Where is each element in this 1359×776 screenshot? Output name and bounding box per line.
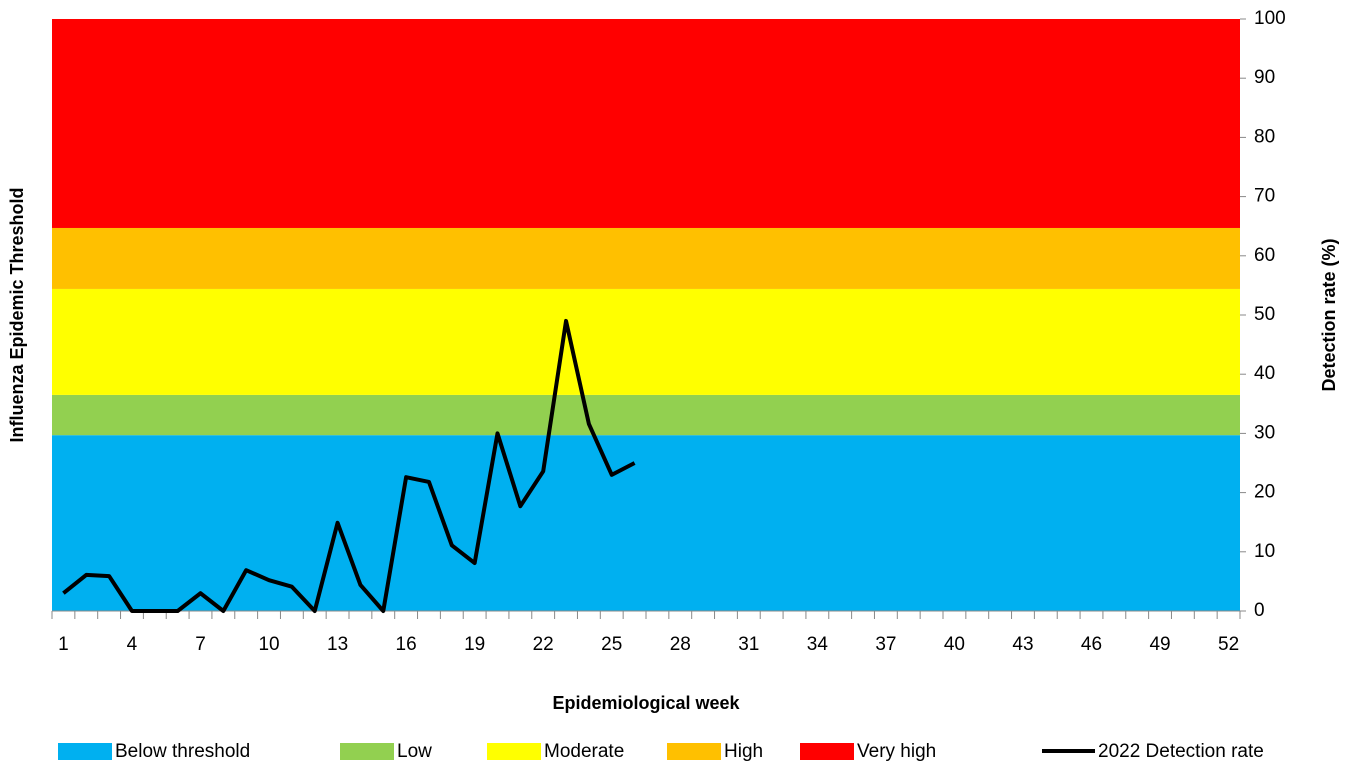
- x-tick-label: 16: [396, 634, 417, 655]
- y-axis-title: Influenza Epidemic Threshold: [7, 187, 27, 442]
- x-tick-label: 40: [944, 634, 965, 655]
- x-tick-label: 1: [58, 634, 69, 655]
- legend-swatch: [667, 743, 721, 760]
- x-tick-label: 37: [875, 634, 896, 655]
- legend-swatch: [487, 743, 541, 760]
- x-axis-title: Epidemiological week: [552, 693, 740, 713]
- y2-tick-label: 50: [1254, 304, 1275, 325]
- x-tick-label: 25: [601, 634, 622, 655]
- x-tick-label: 10: [258, 634, 279, 655]
- y2-tick-label: 100: [1254, 8, 1286, 29]
- y2-tick-label: 60: [1254, 245, 1275, 266]
- legend-label: 2022 Detection rate: [1098, 741, 1264, 762]
- y2-tick-label: 10: [1254, 541, 1275, 562]
- y2-tick-label: 90: [1254, 67, 1275, 88]
- x-tick-label: 52: [1218, 634, 1239, 655]
- threshold-band: [52, 19, 1240, 228]
- legend-label: Very high: [857, 741, 936, 762]
- y2-axis-title: Detection rate (%): [1319, 238, 1339, 391]
- x-tick-label: 46: [1081, 634, 1102, 655]
- legend-swatch: [58, 743, 112, 760]
- legend-label: Low: [397, 741, 432, 762]
- x-tick-label: 7: [195, 634, 206, 655]
- y2-tick-label: 0: [1254, 600, 1265, 621]
- x-tick-label: 34: [807, 634, 829, 655]
- x-tick-label: 28: [670, 634, 691, 655]
- y2-tick-label: 80: [1254, 126, 1275, 147]
- y2-tick-label: 70: [1254, 186, 1275, 207]
- threshold-band: [52, 394, 1240, 436]
- legend-swatch: [800, 743, 854, 760]
- threshold-band: [52, 435, 1240, 611]
- x-tick-label: 49: [1149, 634, 1170, 655]
- legend-label: High: [724, 741, 763, 762]
- legend-swatch: [340, 743, 394, 760]
- legend-label: Moderate: [544, 741, 624, 762]
- x-tick-label: 22: [533, 634, 554, 655]
- x-tick-label: 13: [327, 634, 348, 655]
- threshold-band: [52, 288, 1240, 395]
- y2-tick-label: 40: [1254, 363, 1275, 384]
- x-tick-label: 31: [738, 634, 759, 655]
- threshold-band: [52, 227, 1240, 289]
- detection-line: [62, 318, 636, 613]
- x-tick-label: 43: [1012, 634, 1033, 655]
- x-tick-label: 4: [127, 634, 138, 655]
- x-tick-label: 19: [464, 634, 485, 655]
- y2-tick-label: 20: [1254, 482, 1275, 503]
- y2-tick-label: 30: [1254, 422, 1275, 443]
- legend-label: Below threshold: [115, 741, 250, 762]
